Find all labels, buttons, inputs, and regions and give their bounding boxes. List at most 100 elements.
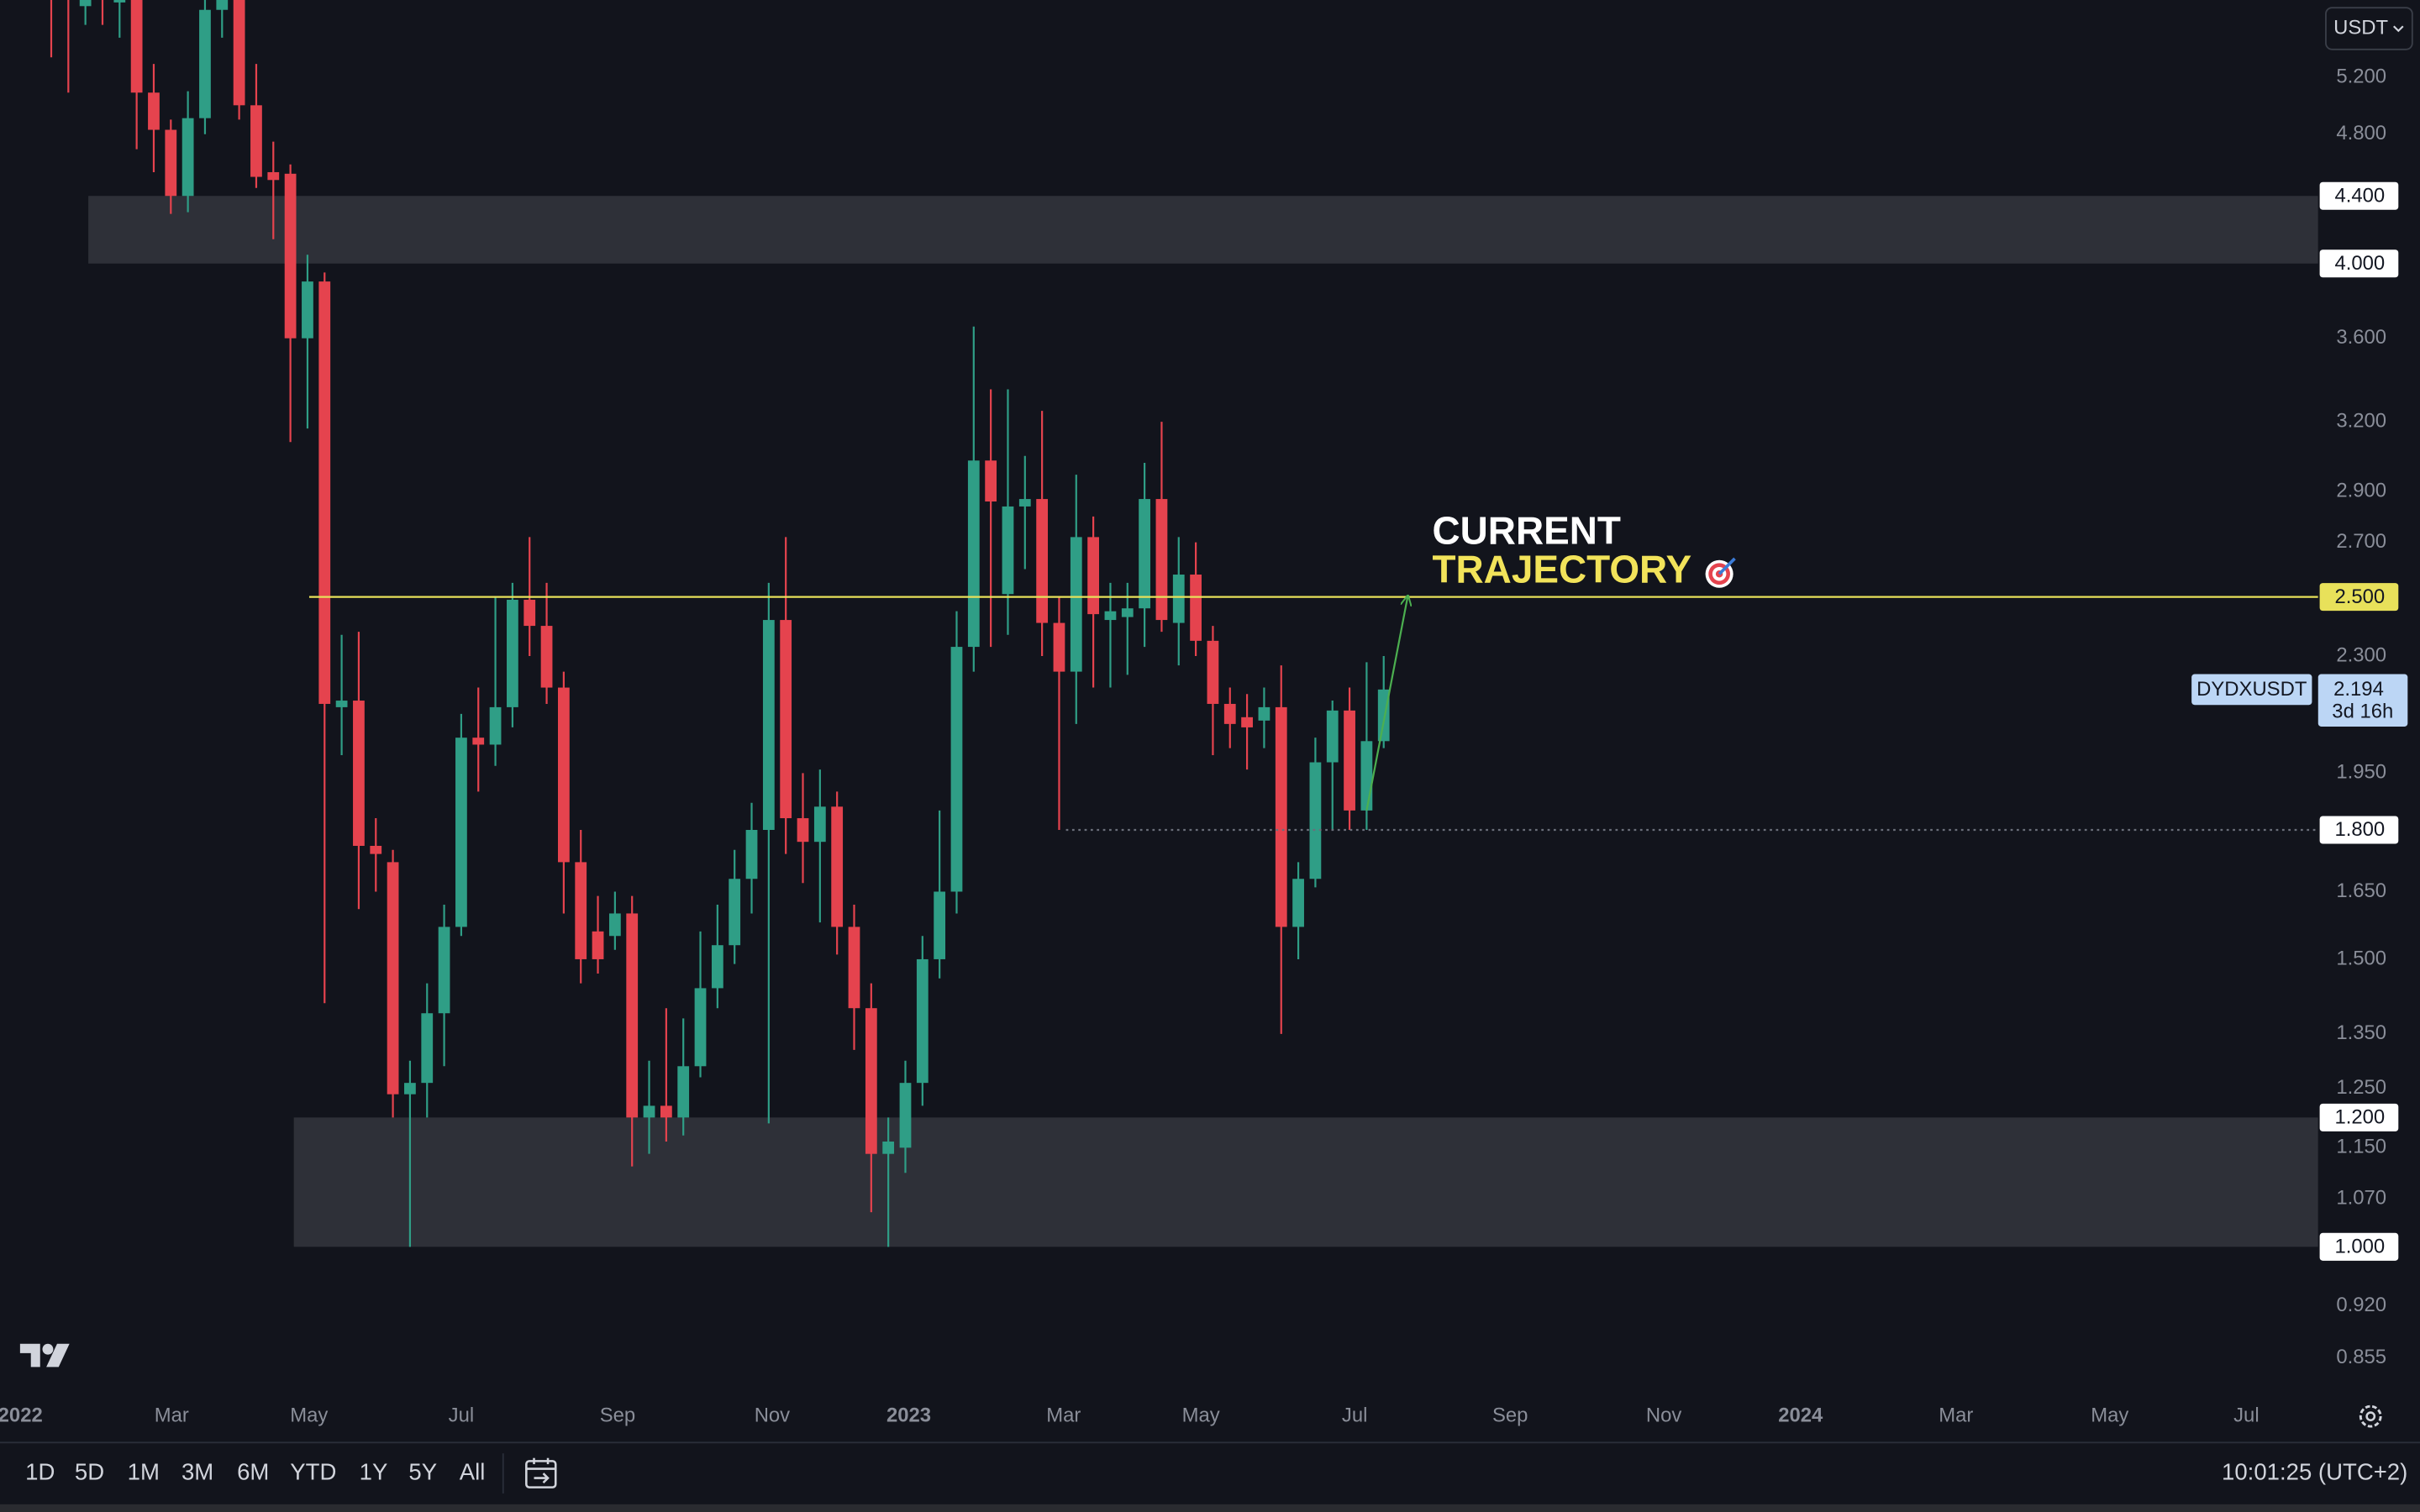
candle-body bbox=[934, 891, 946, 959]
x-tick-label: 2022 bbox=[0, 1404, 43, 1426]
x-tick-label: Mar bbox=[1939, 1404, 1973, 1426]
candle-body bbox=[1360, 741, 1373, 811]
candle-body bbox=[1104, 611, 1117, 621]
x-tick-label: Mar bbox=[1046, 1404, 1081, 1426]
candle-body bbox=[575, 862, 587, 959]
range-button[interactable]: 3M bbox=[182, 1458, 213, 1484]
countdown-label: 3d 16h bbox=[2332, 701, 2393, 723]
price-label-box bbox=[2319, 1103, 2399, 1131]
candle-body bbox=[148, 92, 160, 130]
range-button[interactable]: 5Y bbox=[408, 1458, 437, 1484]
candle-body bbox=[455, 738, 467, 927]
candle-body bbox=[967, 460, 980, 648]
x-tick-label: Jul bbox=[1342, 1404, 1367, 1426]
candle-body bbox=[592, 931, 604, 959]
candle-body bbox=[1155, 499, 1168, 621]
symbol-label: DYDXUSDT bbox=[2196, 678, 2307, 701]
candle-body bbox=[882, 1141, 895, 1154]
candle-body bbox=[1223, 703, 1236, 724]
candle-body bbox=[335, 701, 348, 707]
zone bbox=[88, 196, 2318, 264]
candle-body bbox=[1172, 575, 1185, 623]
annotation-line: CURRENT bbox=[1432, 509, 1620, 553]
candle-body bbox=[540, 626, 553, 688]
candle-body bbox=[660, 1105, 672, 1118]
range-toolbar: 1D 5D 1M 3M 6M YTD 1Y 5Y All bbox=[25, 1458, 485, 1484]
candle-body bbox=[1070, 537, 1082, 672]
price-label-box bbox=[2319, 249, 2399, 278]
projection-arrow bbox=[1365, 597, 1407, 811]
range-button[interactable]: All bbox=[460, 1458, 486, 1484]
dropdown-caret bbox=[2392, 25, 2404, 33]
candle-body bbox=[950, 647, 963, 892]
candle-body bbox=[130, 0, 143, 93]
candle-body bbox=[216, 0, 229, 10]
candle-body bbox=[523, 599, 536, 627]
candle-body bbox=[729, 879, 741, 946]
x-tick-label: Nov bbox=[755, 1404, 790, 1426]
candle-body bbox=[507, 599, 518, 707]
candle-body bbox=[233, 0, 245, 106]
zone bbox=[293, 1117, 2318, 1247]
y-tick-label: 1.250 bbox=[2336, 1076, 2386, 1099]
candle-body bbox=[1207, 640, 1219, 704]
y-tick-label: 3.600 bbox=[2336, 326, 2386, 349]
candle-body bbox=[1139, 499, 1150, 609]
candle-body bbox=[694, 988, 707, 1067]
clock: 10:01:25 (UTC+2) bbox=[2222, 1458, 2407, 1484]
range-button[interactable]: 1M bbox=[128, 1458, 160, 1484]
y-tick-label: 0.920 bbox=[2336, 1294, 2386, 1316]
y-tick-label: 1.650 bbox=[2336, 879, 2386, 902]
target-icon bbox=[1705, 557, 1736, 588]
candle-body bbox=[1241, 717, 1253, 727]
y-tick-label: 5.200 bbox=[2336, 66, 2386, 88]
range-button[interactable]: 1D bbox=[25, 1458, 55, 1484]
candle-body bbox=[711, 945, 723, 989]
price-label: 1.200 bbox=[2335, 1106, 2386, 1129]
range-button[interactable]: 1Y bbox=[360, 1458, 388, 1484]
y-tick-label: 1.350 bbox=[2336, 1021, 2386, 1044]
price-label: 4.400 bbox=[2335, 184, 2386, 207]
currency-dropdown[interactable] bbox=[2325, 7, 2413, 50]
y-tick-label: 2.700 bbox=[2336, 530, 2386, 553]
candle-body bbox=[284, 173, 297, 339]
x-tick-label: Nov bbox=[1646, 1404, 1681, 1426]
last-price-box bbox=[2317, 674, 2408, 727]
range-button[interactable]: 5D bbox=[75, 1458, 104, 1484]
price-label: 1.000 bbox=[2335, 1236, 2386, 1258]
date-range-icon[interactable] bbox=[525, 1457, 557, 1488]
annotation-line: TRAJECTORY bbox=[1432, 548, 1691, 591]
candle-body bbox=[267, 171, 280, 181]
last-price-label: 2.194 bbox=[2333, 678, 2384, 701]
candle-body bbox=[848, 927, 860, 1009]
candle-body bbox=[916, 958, 929, 1084]
x-tick-label: Sep bbox=[1492, 1404, 1528, 1426]
range-button[interactable]: 6M bbox=[237, 1458, 269, 1484]
candle-body bbox=[813, 806, 826, 843]
x-tick-label: May bbox=[1182, 1404, 1220, 1426]
candle-body bbox=[165, 129, 177, 197]
candle-body bbox=[1036, 499, 1049, 623]
price-label-box bbox=[2319, 816, 2399, 844]
candle-body bbox=[318, 281, 331, 704]
candle-body bbox=[643, 1105, 655, 1118]
price-label: 4.000 bbox=[2335, 252, 2386, 275]
range-button[interactable]: YTD bbox=[290, 1458, 336, 1484]
candle-body bbox=[1258, 706, 1270, 721]
candle-body bbox=[1053, 622, 1065, 672]
y-tick-label: 1.150 bbox=[2336, 1136, 2386, 1158]
candle-body bbox=[1087, 537, 1100, 615]
price-label-box bbox=[2319, 1232, 2399, 1261]
currency-label: USDT bbox=[2333, 16, 2388, 39]
price-label: 1.800 bbox=[2335, 818, 2386, 841]
candle-body bbox=[421, 1013, 434, 1084]
plot-area bbox=[50, 0, 2318, 1247]
candle-body bbox=[353, 701, 365, 846]
settings-icon[interactable] bbox=[2359, 1404, 2382, 1428]
candle-body bbox=[199, 9, 211, 118]
candle-body bbox=[1275, 706, 1287, 927]
candle-body bbox=[1121, 608, 1134, 617]
candle-body bbox=[438, 927, 450, 1014]
candle-body bbox=[1326, 710, 1339, 763]
y-tick-label: 2.300 bbox=[2336, 643, 2386, 666]
